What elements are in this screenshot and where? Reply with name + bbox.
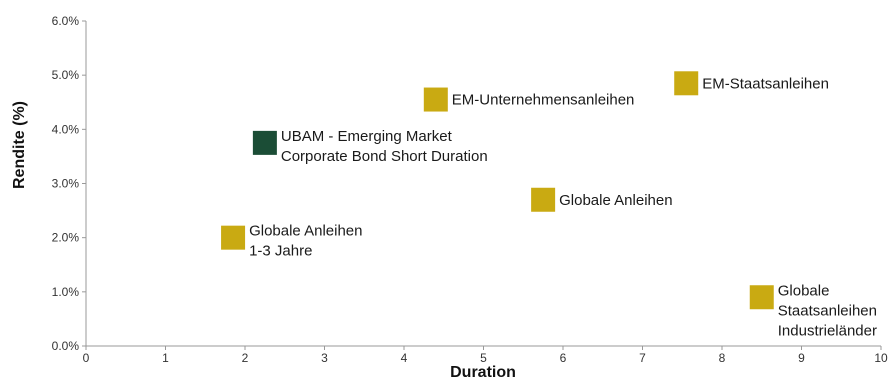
benchmark-marker <box>423 87 448 112</box>
x-tick-label: 2 <box>242 351 249 365</box>
data-points: UBAM - Emerging Market Corporate Bond Sho… <box>221 71 877 339</box>
point-label: Globale Anleihen <box>249 223 362 240</box>
y-tick-label: 5.0% <box>52 68 80 82</box>
x-tick-label: 5 <box>480 351 487 365</box>
x-tick-label: 4 <box>401 351 408 365</box>
point-label: EM-Staatsanleihen <box>702 75 829 92</box>
fund-marker <box>252 130 277 155</box>
x-tick-label: 10 <box>874 351 888 365</box>
x-ticks: 0 1 2 3 4 5 6 7 8 9 10 <box>83 346 888 365</box>
point-label: Corporate Bond Short Duration <box>281 148 488 165</box>
x-tick-label: 3 <box>321 351 328 365</box>
y-tick-label: 3.0% <box>52 177 80 191</box>
y-tick-label: 6.0% <box>52 14 80 28</box>
y-tick-label: 4.0% <box>52 122 80 136</box>
point-label: EM-Unternehmensanleihen <box>452 92 635 109</box>
y-axis-title: Rendite (%) <box>11 101 28 189</box>
benchmark-marker <box>674 71 699 96</box>
x-tick-label: 1 <box>162 351 169 365</box>
y-ticks: 0.0% 1.0% 2.0% 3.0% 4.0% 5.0% 6.0% <box>52 14 86 353</box>
x-tick-label: 0 <box>83 351 90 365</box>
benchmark-marker <box>749 285 774 310</box>
point-label: Globale Anleihen <box>559 192 672 209</box>
point-label: UBAM - Emerging Market <box>281 128 453 145</box>
x-tick-label: 6 <box>560 351 567 365</box>
point-label: Industrieländer <box>778 322 877 339</box>
point-label: 1-3 Jahre <box>249 243 312 260</box>
x-tick-label: 7 <box>639 351 646 365</box>
benchmark-marker <box>531 187 556 212</box>
point-label: Globale <box>778 282 830 299</box>
y-tick-label: 2.0% <box>52 231 80 245</box>
y-tick-label: 1.0% <box>52 285 80 299</box>
x-tick-label: 8 <box>719 351 726 365</box>
x-axis-title: Duration <box>450 364 516 381</box>
point-label: Staatsanleihen <box>778 302 877 319</box>
x-tick-label: 9 <box>798 351 805 365</box>
benchmark-marker <box>221 225 246 250</box>
y-tick-label: 0.0% <box>52 339 80 353</box>
